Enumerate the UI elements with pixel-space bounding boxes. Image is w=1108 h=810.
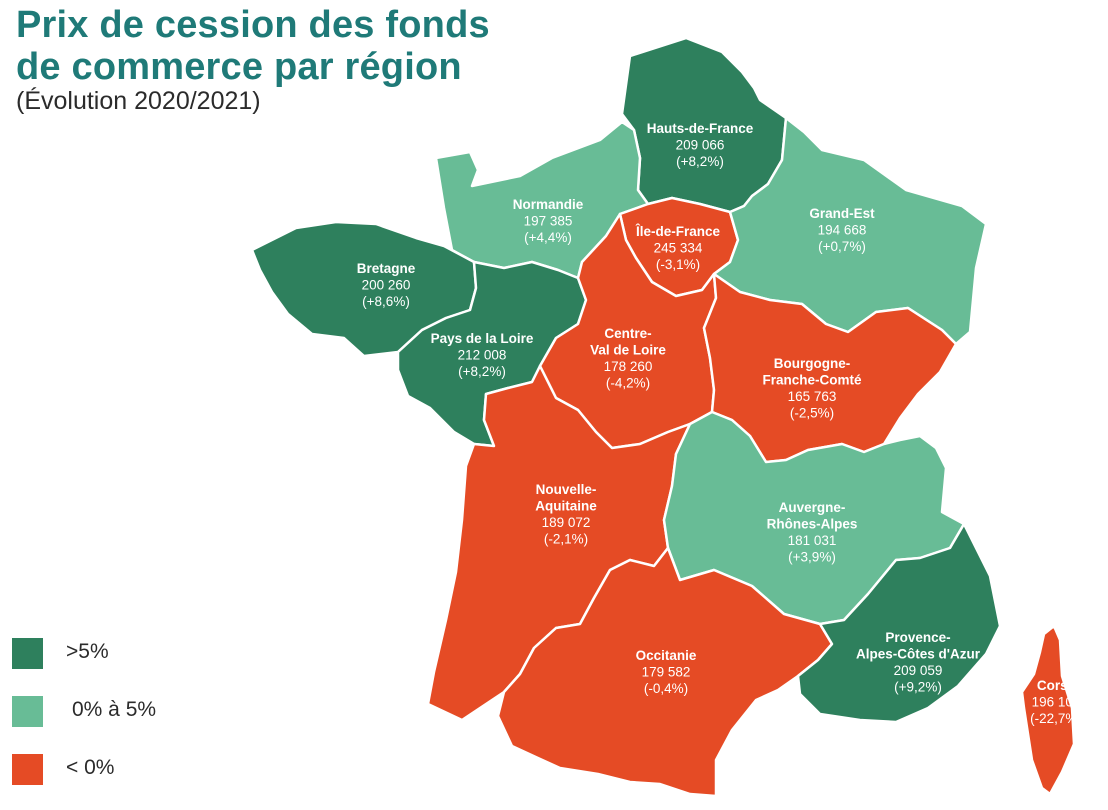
title-line-1: Prix de cession des fonds [16,4,490,46]
region-label-bourgogne-franche-comte: Bourgogne- Franche-Comté 165 763 (-2,5%) [762,356,862,421]
region-name-bourgogne-franche-comte: Bourgogne- [774,356,851,371]
region-label-hauts-de-france: Hauts-de-France 209 066 (+8,2%) [647,121,754,169]
region-change-hauts-de-france: (+8,2%) [676,154,724,169]
legend-label-mid: 0% à 5% [72,698,157,721]
legend-swatch-high [12,638,43,669]
region-name-provence-alpes-cote-dazur: Alpes-Côtes d'Azur [856,647,981,662]
region-occitanie [496,546,834,798]
region-name-provence-alpes-cote-dazur: Provence- [885,630,950,645]
legend-label-high: >5% [66,640,109,663]
region-price-pays-de-la-loire: 212 008 [458,348,507,363]
region-change-auvergne-rhone-alpes: (+3,9%) [788,550,836,565]
legend-label-neg: < 0% [66,756,115,779]
region-name-nouvelle-aquitaine: Aquitaine [535,499,597,514]
region-price-auvergne-rhone-alpes: 181 031 [788,533,837,548]
region-change-bretagne: (+8,6%) [362,294,410,309]
map-subtitle: (Évolution 2020/2021) [16,87,261,115]
region-label-ile-de-france: Île-de-France 245 334 (-3,1%) [635,224,721,272]
legend-swatch-neg [12,754,43,785]
region-name-grand-est: Grand-Est [809,206,875,221]
region-price-provence-alpes-cote-dazur: 209 059 [894,663,943,678]
region-name-normandie: Normandie [513,197,584,212]
region-label-grand-est: Grand-Est 194 668 (+0,7%) [809,206,875,254]
region-name-pays-de-la-loire: Pays de la Loire [431,331,534,346]
region-label-nouvelle-aquitaine: Nouvelle- Aquitaine 189 072 (-2,1%) [535,482,597,547]
region-label-auvergne-rhone-alpes: Auvergne- Rhônes-Alpes 181 031 (+3,9%) [767,500,858,565]
region-label-bretagne: Bretagne 200 260 (+8,6%) [357,261,416,309]
region-label-occitanie: Occitanie 179 582 (-0,4%) [636,648,697,696]
region-name-bourgogne-franche-comte: Franche-Comté [762,373,862,388]
region-price-nouvelle-aquitaine: 189 072 [542,515,591,530]
region-name-nouvelle-aquitaine: Nouvelle- [536,482,597,497]
region-label-corse: Corse 196 108 (-22,7%) [1030,678,1082,726]
region-corse [1020,624,1076,796]
region-change-pays-de-la-loire: (+8,2%) [458,364,506,379]
region-name-hauts-de-france: Hauts-de-France [647,121,754,136]
region-change-nouvelle-aquitaine: (-2,1%) [544,532,588,547]
region-label-provence-alpes-cote-dazur: Provence- Alpes-Côtes d'Azur 209 059 (+9,2%… [856,630,981,695]
legend-swatch-mid [12,696,43,727]
region-price-bourgogne-franche-comte: 165 763 [788,389,837,404]
region-name-centre-val-de-loire: Centre- [604,326,651,341]
map-title: Prix de cession des fonds de commerce pa… [16,4,490,88]
region-name-auvergne-rhone-alpes: Rhônes-Alpes [767,517,858,532]
region-change-grand-est: (+0,7%) [818,239,866,254]
title-line-2: de commerce par région [16,46,462,88]
region-price-corse: 196 108 [1032,695,1081,710]
region-change-provence-alpes-cote-dazur: (+9,2%) [894,680,942,695]
region-price-hauts-de-france: 209 066 [676,138,725,153]
region-change-normandie: (+4,4%) [524,230,572,245]
region-name-auvergne-rhone-alpes: Auvergne- [779,500,846,515]
region-name-corse: Corse [1037,678,1076,693]
region-price-grand-est: 194 668 [818,223,867,238]
region-provence-alpes-cote-dazur [796,522,1002,724]
region-name-bretagne: Bretagne [357,261,416,276]
region-label-normandie: Normandie 197 385 (+4,4%) [513,197,584,245]
region-change-centre-val-de-loire: (-4,2%) [606,376,650,391]
region-name-occitanie: Occitanie [636,648,697,663]
region-price-centre-val-de-loire: 178 260 [604,359,653,374]
region-change-corse: (-22,7%) [1030,711,1082,726]
region-name-centre-val-de-loire: Val de Loire [590,343,666,358]
region-price-bretagne: 200 260 [362,278,411,293]
region-label-centre-val-de-loire: Centre- Val de Loire 178 260 (-4,2%) [590,326,666,391]
region-price-occitanie: 179 582 [642,665,691,680]
region-name-ile-de-france: Île-de-France [635,224,721,239]
region-change-occitanie: (-0,4%) [644,681,688,696]
region-change-bourgogne-franche-comte: (-2,5%) [790,406,834,421]
region-price-ile-de-france: 245 334 [654,241,703,256]
region-change-ile-de-france: (-3,1%) [656,257,700,272]
region-price-normandie: 197 385 [524,214,573,229]
region-label-pays-de-la-loire: Pays de la Loire 212 008 (+8,2%) [431,331,534,379]
